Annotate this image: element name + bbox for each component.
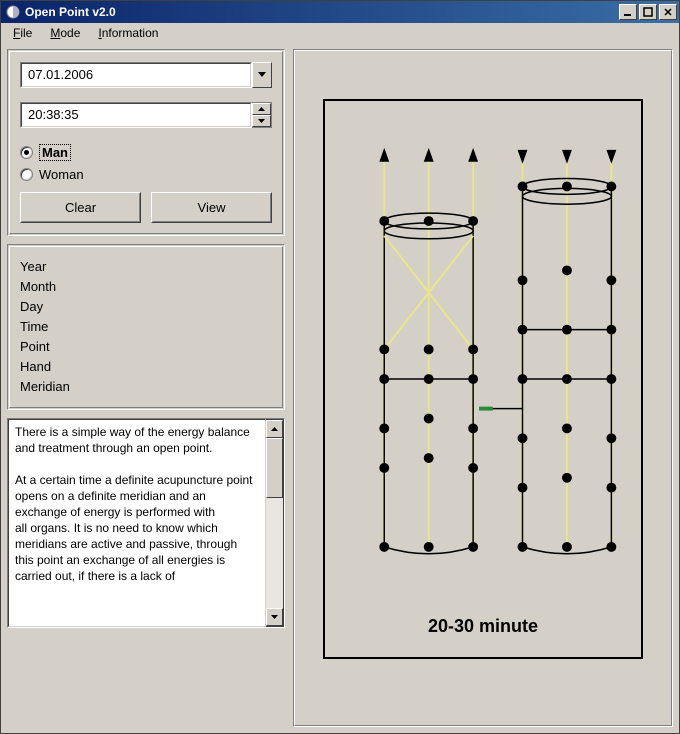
minimize-button[interactable] xyxy=(619,4,637,20)
scroll-thumb[interactable] xyxy=(266,438,283,498)
scroll-down-icon[interactable] xyxy=(266,608,283,626)
clear-button[interactable]: Clear xyxy=(20,192,141,223)
app-window: Open Point v2.0 File Mode Information 07… xyxy=(0,0,680,734)
menu-mode-rest: ode xyxy=(60,26,80,40)
radio-man-label: Man xyxy=(39,144,71,161)
app-icon xyxy=(5,4,21,20)
window-title: Open Point v2.0 xyxy=(25,5,619,19)
menu-file[interactable]: File xyxy=(5,24,40,42)
left-column: 07.01.2006 20:38:35 xyxy=(7,49,285,727)
menu-information[interactable]: Information xyxy=(90,24,166,42)
label-time: Time xyxy=(20,317,272,337)
date-value[interactable]: 07.01.2006 xyxy=(21,63,251,87)
right-column: 20-30 minute xyxy=(293,49,673,727)
time-spinner[interactable]: 20:38:35 xyxy=(20,102,272,128)
client-area: 07.01.2006 20:38:35 xyxy=(1,43,679,733)
close-button[interactable] xyxy=(659,4,677,20)
info-scrollbar[interactable] xyxy=(266,419,284,627)
info-text[interactable]: There is a simple way of the energy bala… xyxy=(8,419,266,627)
titlebar: Open Point v2.0 xyxy=(1,1,679,23)
view-button-label: View xyxy=(152,193,271,222)
time-spin-down[interactable] xyxy=(252,115,271,127)
diagram-svg xyxy=(325,101,641,657)
menubar: File Mode Information xyxy=(1,23,679,43)
diagram-panel: 20-30 minute xyxy=(293,49,673,727)
clear-button-label: Clear xyxy=(21,193,140,222)
window-buttons xyxy=(619,4,677,20)
menu-file-rest: ile xyxy=(20,26,32,40)
label-hand: Hand xyxy=(20,357,272,377)
radio-man-dot[interactable] xyxy=(20,146,33,159)
menu-mode[interactable]: Mode xyxy=(42,24,88,42)
radio-woman-label: Woman xyxy=(39,167,84,182)
scroll-track[interactable] xyxy=(266,438,283,608)
maximize-button[interactable] xyxy=(639,4,657,20)
time-value[interactable]: 20:38:35 xyxy=(21,103,251,127)
diagram-frame: 20-30 minute xyxy=(323,99,643,659)
label-meridian: Meridian xyxy=(20,377,272,397)
label-month: Month xyxy=(20,277,272,297)
time-spin-up[interactable] xyxy=(252,103,271,115)
date-combo[interactable]: 07.01.2006 xyxy=(20,62,272,88)
label-point: Point xyxy=(20,337,272,357)
date-drop-icon[interactable] xyxy=(252,62,272,88)
labels-group: Year Month Day Time Point Hand Meridian xyxy=(7,244,285,410)
radio-woman-dot[interactable] xyxy=(20,168,33,181)
radio-man-row[interactable]: Man xyxy=(20,144,272,161)
label-day: Day xyxy=(20,297,272,317)
view-button[interactable]: View xyxy=(151,192,272,223)
info-textbox: There is a simple way of the energy bala… xyxy=(7,418,285,628)
radio-woman-row[interactable]: Woman xyxy=(20,167,272,182)
label-year: Year xyxy=(20,257,272,277)
diagram-caption: 20-30 minute xyxy=(325,616,641,637)
inputs-group: 07.01.2006 20:38:35 xyxy=(7,49,285,236)
scroll-up-icon[interactable] xyxy=(266,420,283,438)
menu-info-rest: nformation xyxy=(102,26,159,40)
